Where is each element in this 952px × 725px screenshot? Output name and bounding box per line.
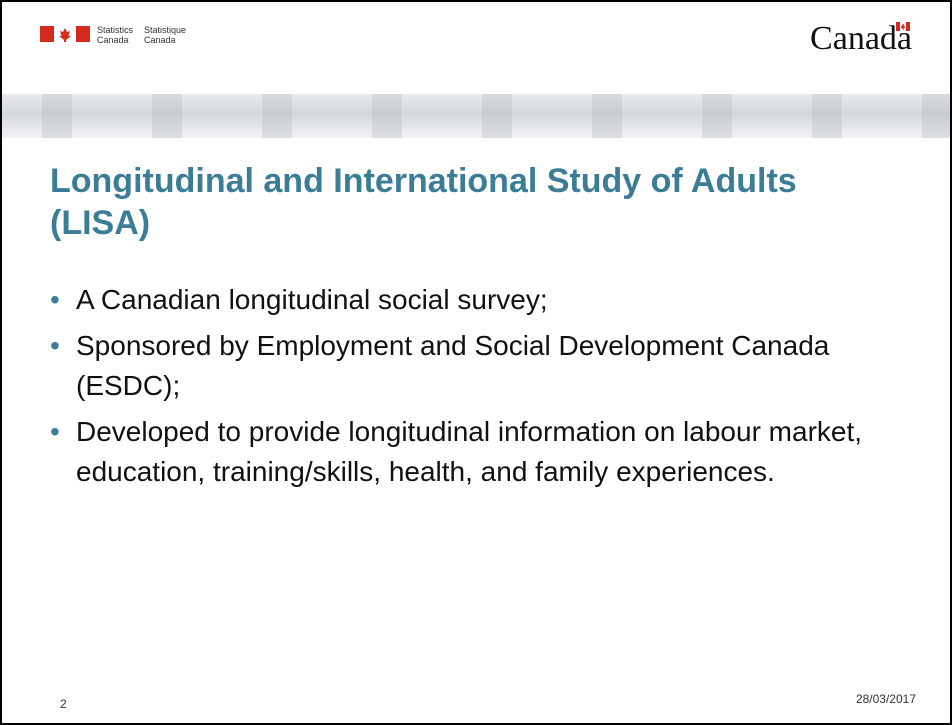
date: 28/03/2017: [855, 692, 916, 706]
page-number: 2: [60, 697, 67, 711]
department-line: Canada: [97, 35, 129, 45]
department-line: Statistique: [144, 25, 187, 35]
department-fr: Statistique Canada: [144, 25, 186, 45]
department-line: Canada: [144, 35, 176, 45]
wordmark-text: Canada: [810, 20, 912, 57]
department-line: Statistics: [97, 25, 134, 35]
bullet: A Canadian longitudinal social survey;: [50, 280, 880, 320]
slide-title: Longitudinal and International Study of …: [50, 162, 797, 242]
department-en: Statistics Canada: [97, 25, 133, 45]
bullet: Sponsored by Employment and Social Devel…: [50, 326, 880, 406]
wordmark-flag: [896, 22, 910, 31]
wordmark: Canada: [810, 20, 912, 58]
header-banner: [2, 94, 950, 138]
canada-flag: [40, 26, 90, 42]
bullet-list: A Canadian longitudinal social survey; S…: [50, 280, 880, 498]
bullet: Developed to provide longitudinal inform…: [50, 412, 880, 492]
